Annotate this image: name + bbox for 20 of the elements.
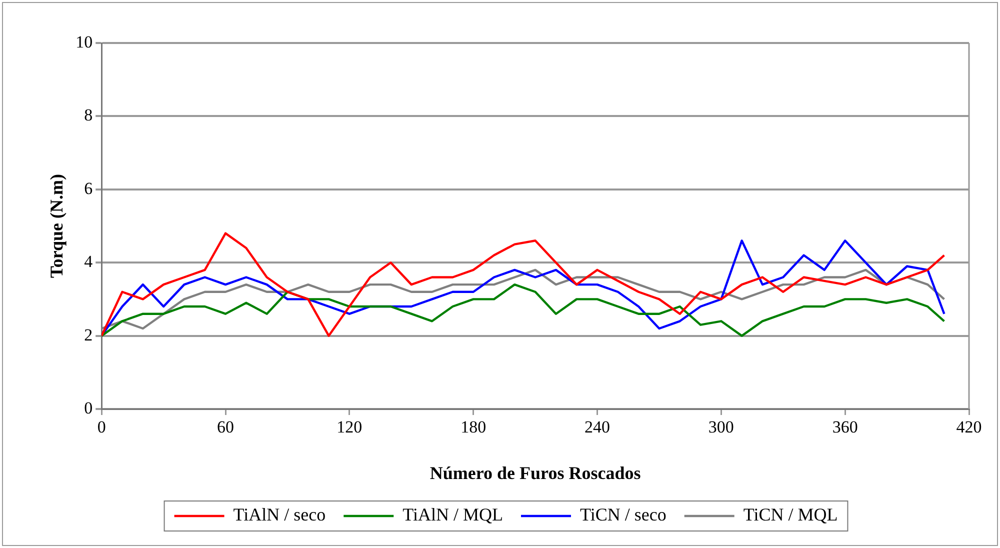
legend-label: TiCN / MQL (743, 504, 838, 525)
y-tick-label: 2 (84, 325, 93, 344)
y-tick-label: 4 (84, 252, 94, 272)
x-tick-label: 360 (832, 418, 858, 437)
legend-label: TiAlN / seco (233, 504, 326, 525)
x-tick-label: 300 (708, 418, 734, 437)
x-axis-title: Número de Furos Roscados (430, 462, 641, 483)
x-tick-label: 120 (336, 418, 362, 437)
y-tick-label: 0 (84, 398, 93, 418)
x-tick-label: 420 (956, 418, 982, 437)
y-axis-title: Torque (N.m) (46, 174, 66, 278)
x-tick-label: 180 (460, 418, 486, 437)
y-tick-label: 8 (84, 106, 93, 125)
x-tick-label: 0 (97, 418, 106, 437)
legend-label: TiCN / seco (580, 504, 666, 525)
x-tick-label: 60 (217, 418, 234, 437)
legend-label: TiAlN / MQL (402, 504, 504, 525)
y-tick-label: 6 (84, 178, 93, 198)
y-tick-label: 10 (76, 32, 93, 52)
x-tick-label: 240 (584, 418, 610, 437)
